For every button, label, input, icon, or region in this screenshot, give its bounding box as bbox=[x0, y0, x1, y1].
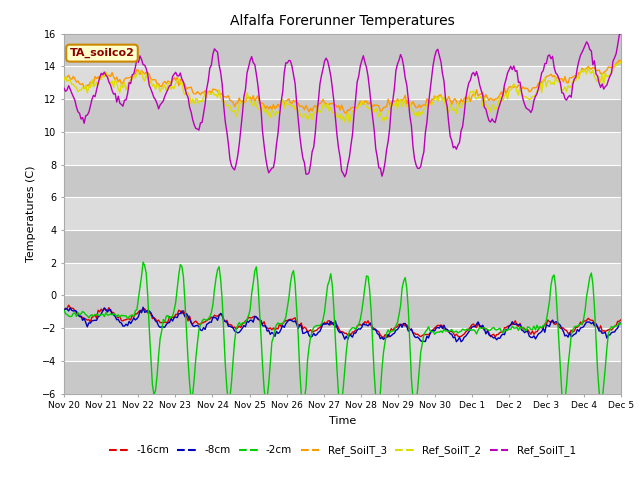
Bar bbox=[64, 165, 621, 197]
Text: TA_soilco2: TA_soilco2 bbox=[70, 48, 134, 58]
Legend: -16cm, -8cm, -2cm, Ref_SoilT_3, Ref_SoilT_2, Ref_SoilT_1: -16cm, -8cm, -2cm, Ref_SoilT_3, Ref_Soil… bbox=[105, 441, 580, 460]
Bar bbox=[64, 34, 621, 66]
Bar bbox=[64, 99, 621, 132]
Title: Alfalfa Forerunner Temperatures: Alfalfa Forerunner Temperatures bbox=[230, 14, 455, 28]
Bar bbox=[64, 361, 621, 394]
Y-axis label: Temperatures (C): Temperatures (C) bbox=[26, 165, 36, 262]
Bar bbox=[64, 295, 621, 328]
X-axis label: Time: Time bbox=[329, 416, 356, 426]
Bar bbox=[64, 230, 621, 263]
